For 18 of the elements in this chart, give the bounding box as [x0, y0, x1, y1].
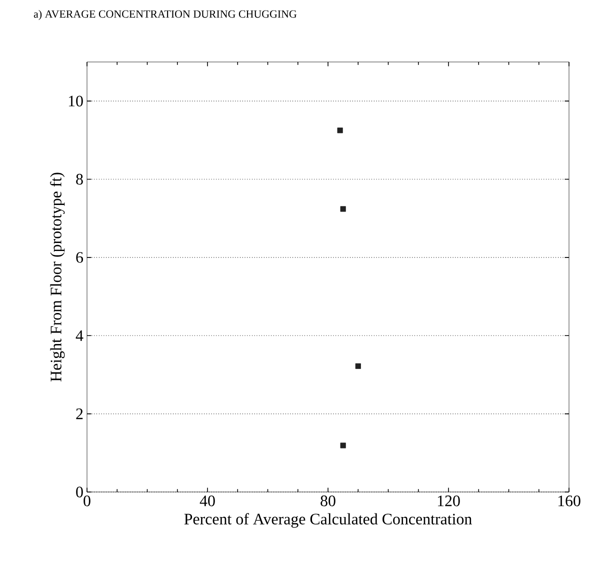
x-tick-label: 120: [438, 496, 460, 506]
x-tick-label: 80: [320, 496, 336, 506]
chart-title: a) AVERAGE CONCENTRATION DURING CHUGGING: [34, 10, 297, 20]
y-axis-title: Height From Floor (prototype ft): [50, 172, 65, 382]
point: [340, 206, 346, 212]
y-tick-label: 4: [76, 330, 84, 341]
x-axis-title: Percent of Average Calculated Concentration: [184, 513, 472, 528]
x-tick-label: 0: [84, 496, 90, 506]
y-tick-label: 2: [76, 408, 83, 420]
point: [337, 128, 343, 134]
y-tick-label: 10: [68, 96, 83, 106]
point: [340, 442, 346, 448]
y-tick-label: 6: [76, 252, 84, 263]
x-tick-label: 40: [200, 496, 215, 506]
y-tick-label: 8: [76, 174, 83, 185]
x-tick-label: 160: [558, 496, 580, 506]
y-tick-label: 0: [76, 486, 83, 498]
point: [355, 363, 361, 369]
